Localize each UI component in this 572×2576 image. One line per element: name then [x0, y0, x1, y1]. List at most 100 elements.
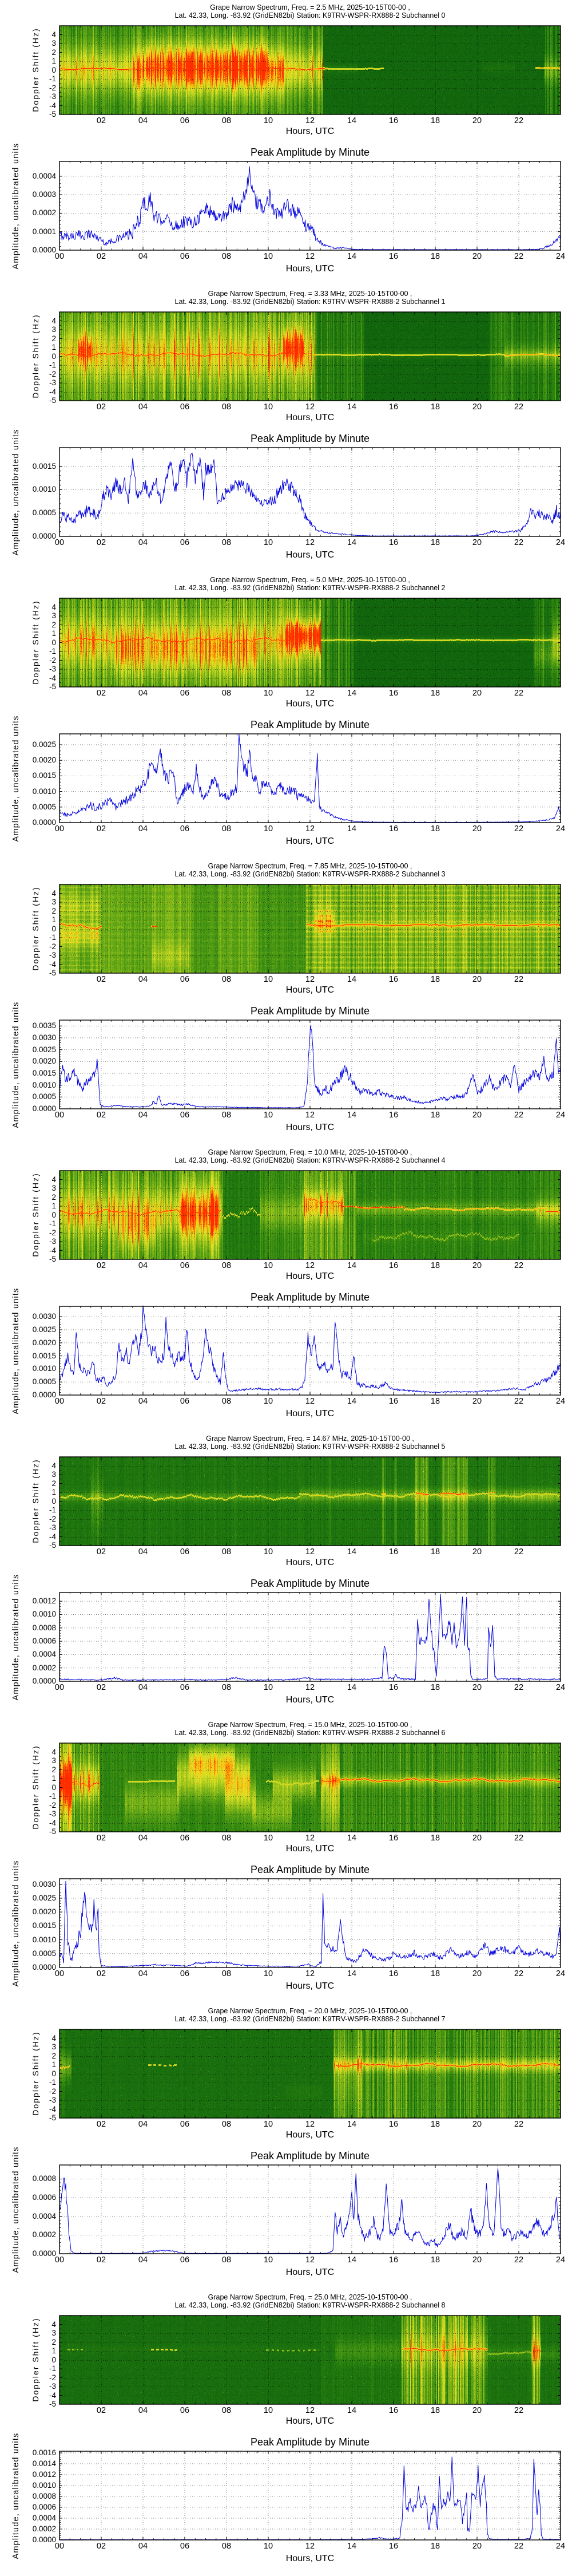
amp-xtick-label: 08: [221, 1969, 232, 1978]
spec-xtick-label: 12: [305, 116, 315, 125]
amp-ytick-label: 0.0005: [32, 1092, 56, 1101]
panel-subchannel-4: Grape Narrow Spectrum, Freq. = 10.0 MHz,…: [0, 1145, 572, 1431]
spec-xtick-label: 02: [96, 1834, 106, 1843]
spec-ytick-label: -2: [49, 83, 56, 92]
amp-xaxis-label: Hours, UTC: [285, 1123, 335, 1132]
amp-xtick-label: 22: [514, 1969, 524, 1978]
amplitude-line: [59, 2456, 561, 2541]
amp-gridlines: [59, 1020, 561, 1109]
amp-ytick-label: 0.0014: [32, 2459, 56, 2468]
amp-xtick-label: 16: [388, 1397, 399, 1406]
spec-xtick-label: 22: [514, 402, 524, 412]
spec-xaxis-label: Hours, UTC: [285, 1558, 335, 1567]
spec-ytick-label: -5: [49, 396, 56, 405]
spec-ytick-label: -4: [49, 101, 56, 110]
spec-xtick-label: 16: [388, 116, 399, 125]
amp-xtick-label: 20: [472, 2255, 482, 2265]
spec-ytick-label: -2: [49, 942, 56, 951]
spec-ytick-label: 2: [51, 1765, 56, 1774]
amp-xtick-label: 18: [430, 538, 440, 547]
spec-ytick-label: -1: [49, 1792, 56, 1800]
spec-ytick-label: 0: [51, 351, 56, 361]
spec-xtick-label: 14: [347, 2406, 357, 2415]
spec-xtick-label: 02: [96, 2406, 106, 2415]
amplitude-line: [59, 452, 561, 536]
amp-xtick-label: 06: [180, 1397, 190, 1406]
amp-xtick-label: 14: [347, 2255, 357, 2265]
amp-gridlines: [59, 1879, 561, 1967]
amplitude-frame: [59, 161, 561, 251]
amp-xtick-label: 10: [263, 2255, 273, 2265]
spec-ytick-label: 4: [51, 316, 56, 325]
amp-xtick-label: 06: [180, 824, 190, 833]
spec-ytick-label: 3: [51, 39, 56, 48]
amp-ytick-label: 0.0004: [32, 1650, 56, 1659]
spec-xaxis-label: Hours, UTC: [285, 1844, 335, 1854]
spec-xtick-label: 18: [430, 1261, 440, 1270]
spec-ytick-label: -4: [49, 1532, 56, 1541]
spec-ytick-label: 0: [51, 2069, 56, 2078]
spec-ytick-label: -3: [49, 665, 56, 673]
spectrogram-subtitle: Lat. 42.33, Long. -83.92 (GridEN82bi) St…: [174, 584, 446, 592]
spec-ytick-label: 2: [51, 1479, 56, 1488]
amp-ytick-label: 0.0008: [32, 2491, 56, 2500]
spec-ytick-label: -1: [49, 361, 56, 369]
amp-xtick-label: 14: [347, 1111, 357, 1120]
amp-xtick-label: 22: [514, 1683, 524, 1692]
amp-ytick-label: 0.0020: [32, 756, 56, 765]
spectrogram-canvas: [59, 1171, 561, 1259]
amp-gridlines: [59, 1306, 561, 1395]
spec-ytick-label: -5: [49, 682, 56, 691]
spec-xtick-label: 20: [472, 402, 482, 412]
spec-xtick-label: 02: [96, 116, 106, 125]
spec-xtick-label: 14: [347, 1834, 357, 1843]
amp-xtick-label: 00: [54, 824, 65, 833]
amp-xtick-label: 02: [96, 2542, 106, 2551]
spec-xaxis-label: Hours, UTC: [285, 985, 335, 995]
spec-xtick-label: 02: [96, 689, 106, 698]
amp-ytick-label: 0.0010: [32, 485, 56, 494]
spec-ytick-label: -1: [49, 2364, 56, 2373]
amp-xtick-label: 10: [263, 1111, 273, 1120]
spectrogram-subtitle: Lat. 42.33, Long. -83.92 (GridEN82bi) St…: [174, 2015, 446, 2023]
amp-xtick-label: 02: [96, 252, 106, 261]
spec-xtick-label: 18: [430, 2406, 440, 2415]
spec-xtick-label: 08: [221, 689, 232, 698]
amp-ytick-label: 0.0001: [32, 227, 56, 236]
spec-ytick-label: 2: [51, 620, 56, 629]
amp-xtick-label: 02: [96, 1969, 106, 1978]
amp-ytick-label: 0.0015: [32, 1351, 56, 1360]
spec-ytick-label: 1: [51, 1774, 56, 1783]
spec-xtick-label: 08: [221, 116, 232, 125]
spectrogram-canvas: [59, 26, 561, 114]
amp-ytick-label: 0.0006: [32, 2193, 56, 2202]
spec-ytick-label: -5: [49, 1255, 56, 1263]
spec-xtick-label: 06: [180, 975, 190, 984]
amp-xtick-label: 12: [305, 2255, 315, 2265]
spec-xtick-label: 20: [472, 689, 482, 698]
amp-xtick-label: 18: [430, 1397, 440, 1406]
spec-xtick-label: 16: [388, 1547, 399, 1556]
amp-xaxis-label: Hours, UTC: [285, 2554, 335, 2563]
spec-ytick-label: -4: [49, 387, 56, 396]
spectrogram-subtitle: Lat. 42.33, Long. -83.92 (GridEN82bi) St…: [174, 298, 446, 306]
spec-xtick-label: 20: [472, 2406, 482, 2415]
spec-ytick-label: -3: [49, 2096, 56, 2104]
amp-xtick-label: 02: [96, 824, 106, 833]
spec-ytick-label: 3: [51, 611, 56, 620]
amp-xtick-label: 20: [472, 824, 482, 833]
spectrogram-subtitle: Lat. 42.33, Long. -83.92 (GridEN82bi) St…: [174, 1156, 446, 1164]
spectrogram-subtitle: Lat. 42.33, Long. -83.92 (GridEN82bi) St…: [174, 11, 446, 19]
spectrogram-canvas: [59, 2029, 561, 2118]
amplitude-line: [59, 1880, 561, 1967]
amp-title: Peak Amplitude by Minute: [250, 147, 370, 158]
amp-xtick-label: 24: [555, 2542, 566, 2551]
amp-xtick-label: 00: [54, 1397, 65, 1406]
spec-ytick-label: -2: [49, 1228, 56, 1237]
amp-title: Peak Amplitude by Minute: [250, 1578, 370, 1589]
amp-xtick-label: 22: [514, 1397, 524, 1406]
amp-title: Peak Amplitude by Minute: [250, 2436, 370, 2448]
spec-xtick-label: 12: [305, 689, 315, 698]
spec-xtick-label: 20: [472, 1261, 482, 1270]
amp-xtick-label: 24: [555, 538, 566, 547]
